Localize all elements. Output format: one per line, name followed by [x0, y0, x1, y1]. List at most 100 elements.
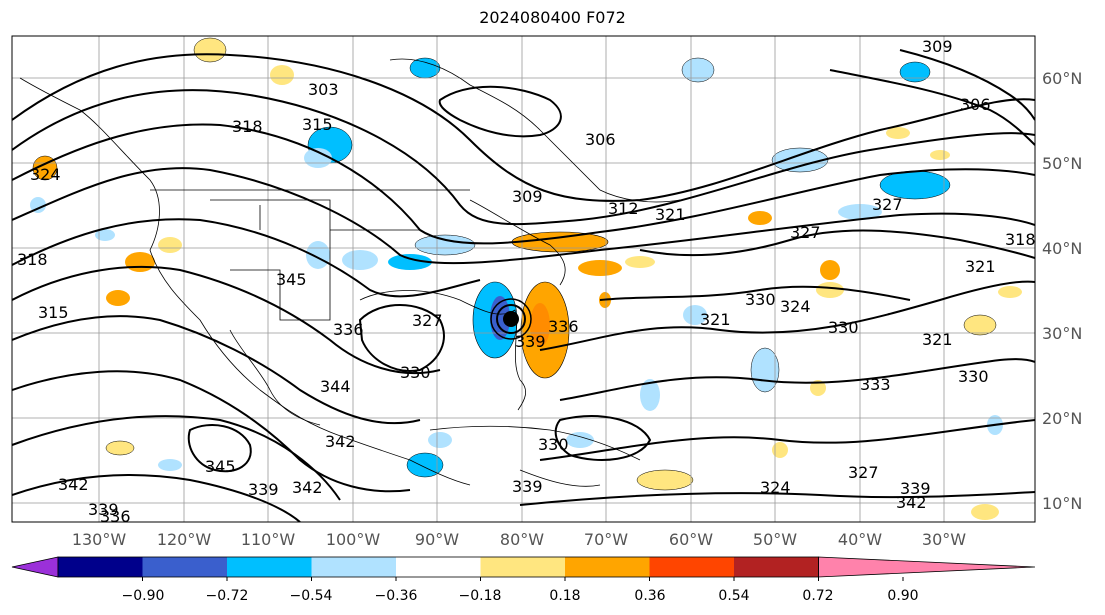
lon-label: 100°W: [326, 530, 381, 549]
contour-label: 318: [232, 117, 263, 136]
contour-label: 345: [276, 270, 307, 289]
contour-label: 327: [412, 311, 443, 330]
contour-label: 336: [333, 320, 364, 339]
colorbar-tick-label: −0.18: [459, 588, 502, 604]
contour-label: 312: [608, 199, 639, 218]
colorbar-segment: [480, 557, 565, 577]
colorbar-tick-label: 0.72: [802, 588, 833, 604]
storm-ring: [490, 298, 532, 340]
shade-patch: [270, 65, 294, 85]
shade-patch: [158, 237, 182, 253]
lat-label: 30°N: [1042, 324, 1082, 343]
lon-label: 110°W: [241, 530, 296, 549]
shade-patch: [971, 504, 999, 520]
contour-label: 342: [292, 478, 323, 497]
height-contours: [12, 49, 1035, 522]
colorbar-extend-low: [11, 556, 59, 578]
latitude-labels: 60°N 50°N 40°N 30°N 20°N 10°N: [1042, 69, 1082, 513]
contour-label: 342: [325, 432, 356, 451]
shade-patch: [578, 260, 622, 276]
lon-label: 130°W: [72, 530, 127, 549]
shade-patch: [681, 57, 715, 83]
colorbar-tick-label: 0.18: [549, 588, 580, 604]
shade-patch: [414, 234, 476, 256]
lat-label: 40°N: [1042, 239, 1082, 258]
lat-label: 20°N: [1042, 409, 1082, 428]
shade-patch: [998, 286, 1022, 298]
contour-label: 330: [958, 367, 989, 386]
shade-patch: [106, 290, 130, 306]
contour-label: 321: [922, 330, 953, 349]
contour-label: 321: [965, 257, 996, 276]
contour-label: 344: [320, 377, 351, 396]
contour-label: 327: [848, 463, 879, 482]
contour-label: 339: [88, 500, 119, 519]
colorbar-tick-label: −0.90: [122, 588, 165, 604]
contour-label: 330: [745, 290, 776, 309]
contour-labels: 303 309 306 318 315 306 309 312 321 327 …: [17, 37, 1036, 522]
lon-label: 50°W: [753, 530, 797, 549]
contour-label: 327: [790, 223, 821, 242]
colorbar-tick-label: 0.90: [887, 588, 918, 604]
shade-patch: [930, 150, 950, 160]
shade-patch: [771, 147, 829, 173]
contour-label: 339: [512, 477, 543, 496]
contour-label: 333: [860, 375, 891, 394]
colorbar-segment: [396, 557, 481, 577]
shade-patch: [30, 197, 46, 213]
storm-ring: [496, 304, 526, 334]
colorbar-segment: [565, 557, 650, 577]
shade-patch: [963, 314, 997, 336]
shade-patch: [566, 432, 594, 448]
colorbar-tick-label: −0.36: [375, 588, 418, 604]
shade-patch: [95, 229, 115, 241]
colorbar-tick-label: 0.54: [718, 588, 749, 604]
contour-label: 309: [512, 187, 543, 206]
colorbar-segment: [58, 557, 143, 577]
contour-label: 318: [1005, 230, 1036, 249]
contour-label: 339: [248, 480, 279, 499]
shade-patch: [816, 282, 844, 298]
map-frame: [11, 35, 1036, 523]
contour-label: 318: [17, 250, 48, 269]
lon-label: 60°W: [669, 530, 713, 549]
contour-label: 309: [922, 37, 953, 56]
contour-label: 306: [960, 95, 991, 114]
colorbar-frame: [57, 556, 819, 578]
shade-patch: [193, 37, 227, 63]
shade-patch: [810, 380, 826, 396]
contour-label: 321: [655, 205, 686, 224]
contour-label: 330: [538, 435, 569, 454]
colorbar: [11, 556, 1036, 581]
shade-patch: [306, 241, 330, 269]
contour-label: 303: [308, 80, 339, 99]
contour-label: 336: [548, 317, 579, 336]
lat-label: 50°N: [1042, 154, 1082, 173]
shade-patch: [772, 442, 788, 458]
shade-patch: [105, 440, 135, 456]
shade-patch: [636, 469, 694, 491]
shade-patch: [530, 303, 550, 347]
lon-label: 30°W: [922, 530, 966, 549]
contour-label: 324: [30, 165, 61, 184]
colorbar-segment: [734, 557, 819, 577]
colorbar-segment: [142, 557, 227, 577]
lat-label: 60°N: [1042, 69, 1082, 88]
shade-patch: [158, 459, 182, 471]
shade-patch: [748, 211, 772, 225]
colorbar-tick-label: −0.72: [206, 588, 249, 604]
contour-label: 321: [700, 310, 731, 329]
shade-patch: [428, 432, 452, 448]
shade-patch: [388, 254, 432, 270]
shade-patch: [899, 61, 931, 83]
contour-label: 339: [900, 479, 931, 498]
contour-label: 327: [872, 195, 903, 214]
lon-label: 40°W: [838, 530, 882, 549]
storm-center-marker: [503, 311, 519, 327]
contour-label: 324: [760, 478, 791, 497]
shade-patch: [625, 256, 655, 268]
shade-patch: [820, 260, 840, 280]
map-background: [12, 36, 1035, 522]
lon-label: 70°W: [584, 530, 628, 549]
